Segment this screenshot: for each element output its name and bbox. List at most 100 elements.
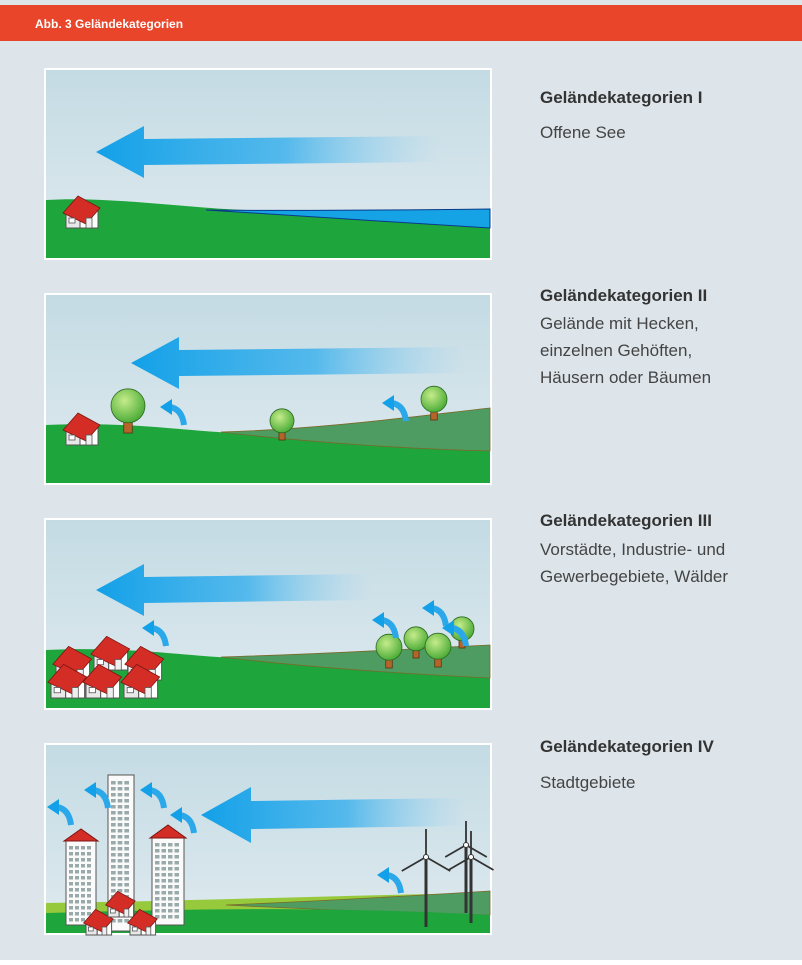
building-window — [118, 859, 123, 863]
building-window — [69, 900, 73, 904]
building-window — [118, 871, 123, 875]
building-window — [124, 841, 129, 845]
building-window — [118, 853, 123, 857]
building-window — [87, 876, 91, 880]
building-window — [124, 823, 129, 827]
building-window — [111, 823, 116, 827]
window — [127, 688, 133, 693]
building-window — [162, 885, 167, 889]
building-window — [175, 855, 180, 859]
building-window — [87, 858, 91, 862]
door — [107, 688, 113, 699]
panel-title: Geländekategorien III — [540, 511, 712, 530]
building-window — [175, 843, 180, 847]
building-window — [111, 865, 116, 869]
building-window — [155, 903, 160, 907]
building-window — [111, 817, 116, 821]
building-window — [168, 897, 173, 901]
building-window — [124, 847, 129, 851]
building-window — [118, 793, 123, 797]
building-window — [81, 900, 85, 904]
building-window — [175, 903, 180, 907]
building-window — [118, 805, 123, 809]
building-window — [124, 859, 129, 863]
building-window — [124, 835, 129, 839]
building-window — [162, 843, 167, 847]
building-window — [124, 883, 129, 887]
building-window — [111, 781, 116, 785]
panel-text: einzelnen Gehöften, — [540, 341, 692, 360]
building-window — [87, 888, 91, 892]
building-window — [111, 793, 116, 797]
building-window — [75, 858, 79, 862]
building-window — [168, 879, 173, 883]
turbine-hub — [464, 843, 469, 848]
door — [115, 660, 121, 671]
building-window — [175, 915, 180, 919]
building-window — [118, 877, 123, 881]
building-window — [111, 799, 116, 803]
building-window — [111, 787, 116, 791]
panel-text: Gewerbegebiete, Wälder — [540, 567, 728, 586]
building-window — [69, 852, 73, 856]
building-window — [175, 891, 180, 895]
building-window — [155, 849, 160, 853]
building-window — [75, 852, 79, 856]
door — [124, 909, 129, 917]
panel — [44, 68, 492, 260]
building-window — [81, 888, 85, 892]
building-window — [168, 891, 173, 895]
tree-crown — [270, 409, 294, 433]
page: Abb. 3 Geländekategorien Geländekategori… — [0, 0, 802, 960]
building-window — [118, 781, 123, 785]
panel-title: Geländekategorien I — [540, 88, 703, 107]
building-window — [118, 823, 123, 827]
tree-crown — [376, 634, 402, 660]
panel — [44, 518, 492, 710]
building-window — [118, 787, 123, 791]
building-window — [168, 903, 173, 907]
building-window — [111, 841, 116, 845]
building-window — [87, 900, 91, 904]
building-window — [118, 817, 123, 821]
building-window — [168, 873, 173, 877]
building-window — [175, 897, 180, 901]
building-window — [111, 811, 116, 815]
building-window — [155, 855, 160, 859]
building-window — [124, 829, 129, 833]
building-window — [162, 873, 167, 877]
window — [89, 688, 95, 693]
building-window — [175, 867, 180, 871]
window — [69, 435, 75, 440]
building-window — [87, 864, 91, 868]
building-window — [111, 829, 116, 833]
building-window — [155, 879, 160, 883]
building-window — [118, 811, 123, 815]
building-window — [155, 867, 160, 871]
door — [145, 688, 151, 699]
tree-crown — [111, 389, 145, 423]
panel-text: Offene See — [540, 123, 626, 142]
door — [102, 927, 107, 935]
building-window — [175, 861, 180, 865]
building-window — [87, 846, 91, 850]
building-window — [124, 865, 129, 869]
building-window — [168, 849, 173, 853]
building-window — [162, 855, 167, 859]
window — [110, 909, 115, 913]
building-window — [111, 883, 116, 887]
building-window — [111, 805, 116, 809]
building-window — [124, 793, 129, 797]
building-window — [118, 883, 123, 887]
building-window — [69, 864, 73, 868]
building-window — [111, 859, 116, 863]
building-window — [87, 852, 91, 856]
building-window — [69, 906, 73, 910]
building-window — [81, 894, 85, 898]
building-window — [124, 877, 129, 881]
building-window — [175, 909, 180, 913]
building-window — [175, 849, 180, 853]
building-window — [81, 912, 85, 916]
building-window — [162, 891, 167, 895]
building-window — [75, 918, 79, 922]
